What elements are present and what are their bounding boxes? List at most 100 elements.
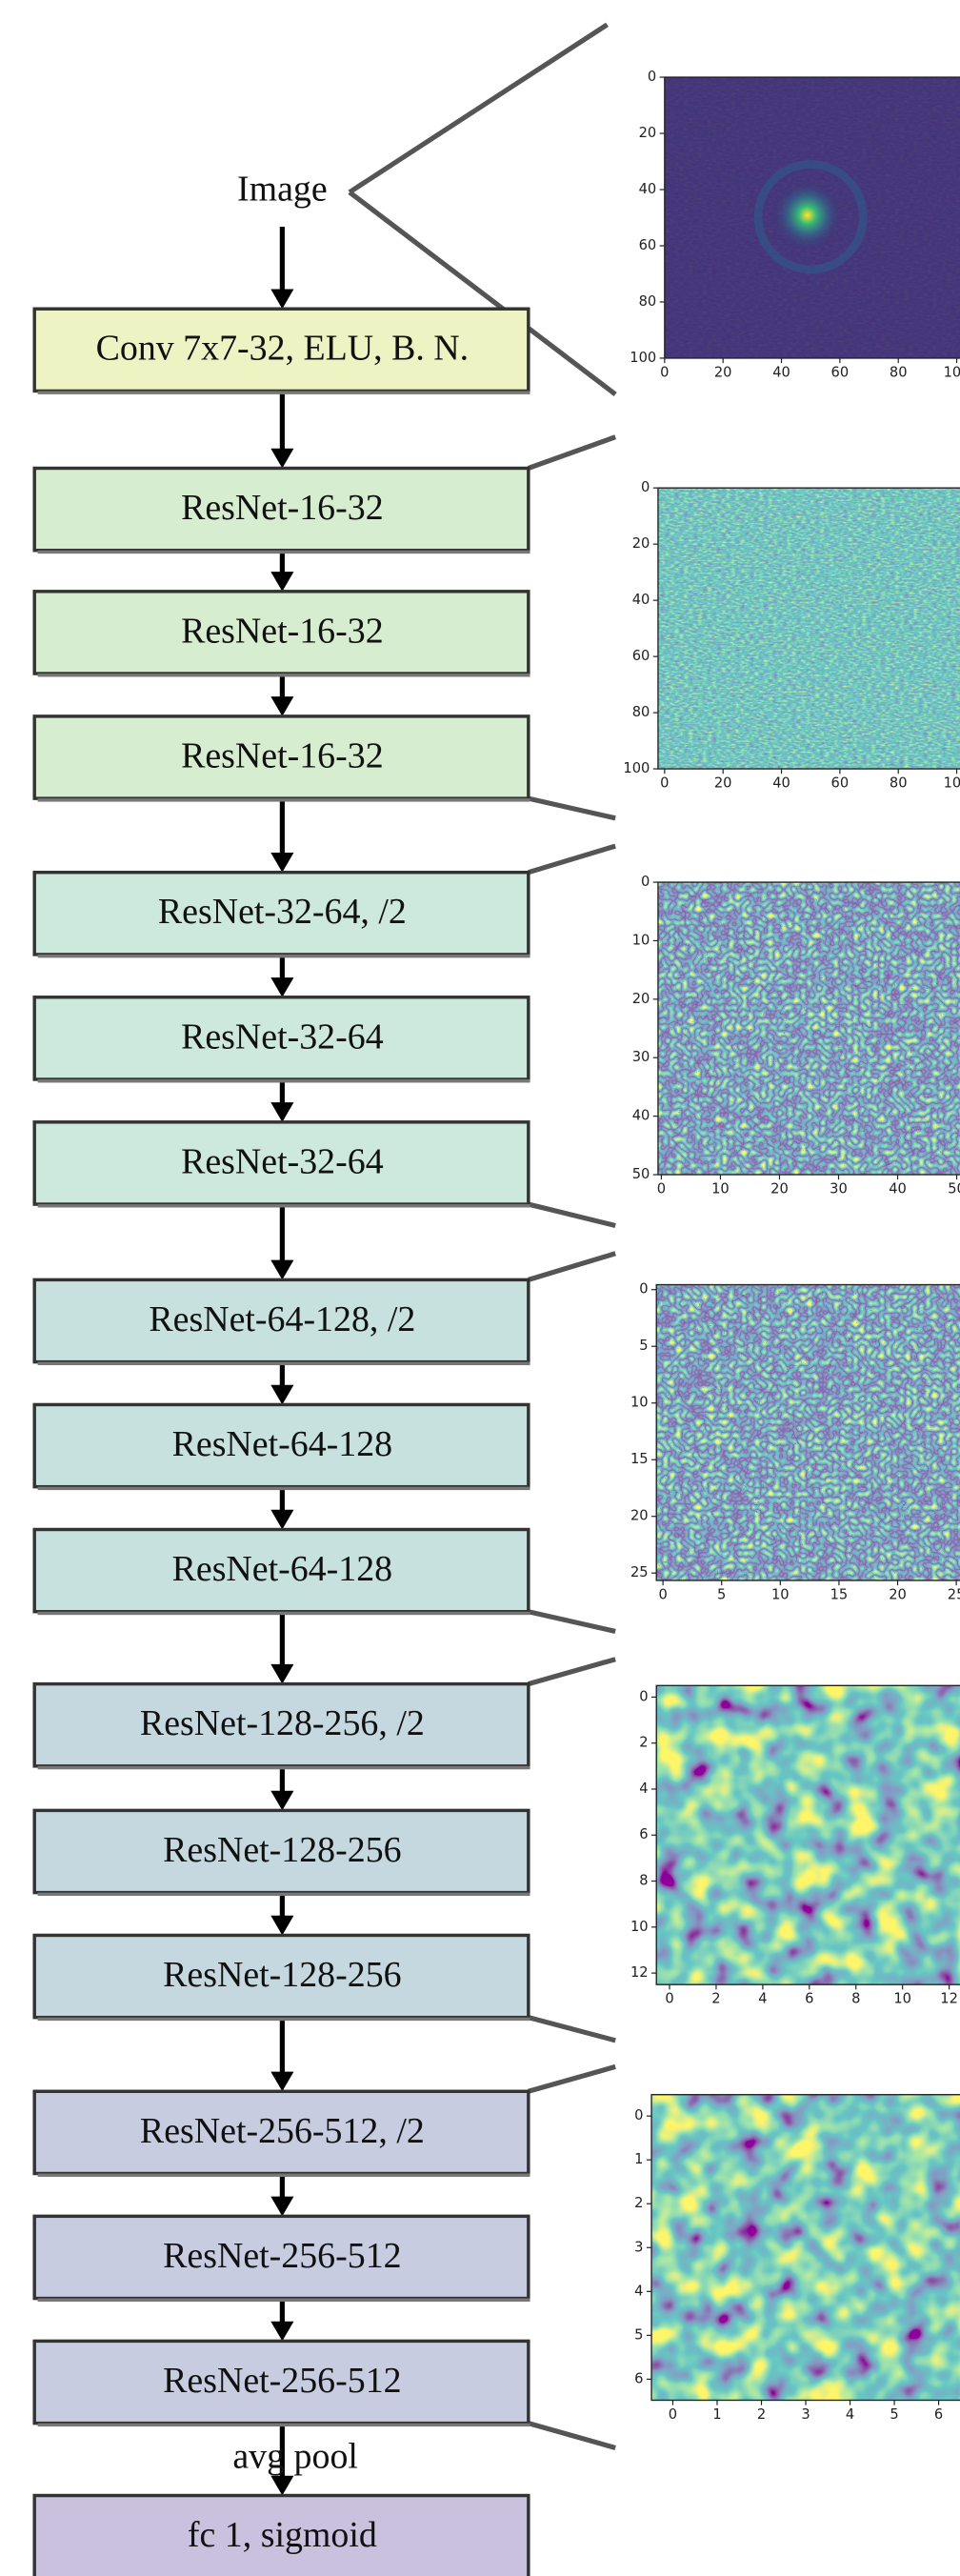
y-tick-label: 15 <box>630 1451 649 1467</box>
block-shadow <box>37 1765 530 1770</box>
y-tick-label: 10 <box>630 1919 649 1935</box>
connector <box>528 1251 616 1282</box>
block-label: ResNet-256-512 <box>163 2361 401 2401</box>
x-tick-label: 1 <box>712 2406 721 2423</box>
x-tick-label: 80 <box>890 364 908 380</box>
x-tick-label: 10 <box>893 1991 911 2007</box>
block-label: ResNet-16-32 <box>181 611 384 651</box>
y-tick-label: 4 <box>634 2283 643 2299</box>
y-tick-label: 8 <box>639 1873 648 1889</box>
block-label: ResNet-32-64 <box>181 1016 384 1057</box>
block <box>32 1402 530 1489</box>
x-tick-label: 20 <box>714 364 732 380</box>
feature-map-frame <box>657 487 960 770</box>
x-tick-label: 4 <box>758 1991 767 2007</box>
block-label: ResNet-128-256 <box>163 1955 401 1995</box>
block-label: ResNet-128-256 <box>163 1830 401 1870</box>
feature-map-image <box>656 1685 960 1985</box>
arrow-head <box>270 572 294 592</box>
feature-map: 020406080100020406080100 <box>623 479 960 792</box>
y-tick-label: 2 <box>634 2195 643 2211</box>
block-shadow <box>37 1486 530 1491</box>
y-tick-label: 4 <box>639 1781 648 1797</box>
y-tick-label: 60 <box>639 237 657 253</box>
x-tick-label: 8 <box>851 1991 860 2007</box>
y-tick-label: 50 <box>632 1166 650 1182</box>
x-tick-label: 10 <box>711 1181 730 1197</box>
block <box>32 307 530 393</box>
y-tick-label: 20 <box>630 1508 649 1524</box>
block <box>32 590 530 675</box>
arrow-head <box>270 2071 294 2092</box>
block-shadow <box>37 391 530 394</box>
block <box>32 714 530 800</box>
block <box>32 996 530 1081</box>
block-label: ResNet-64-128, /2 <box>149 1299 415 1339</box>
y-tick-label: 20 <box>632 991 650 1007</box>
y-tick-label: 60 <box>632 648 650 664</box>
y-tick-label: 20 <box>639 125 657 141</box>
x-tick-label: 0 <box>660 775 669 792</box>
y-tick-label: 10 <box>632 932 650 948</box>
y-tick-label: 80 <box>632 704 650 720</box>
arrow-head <box>270 2321 294 2342</box>
connector <box>528 2063 616 2094</box>
block-shadow <box>37 674 530 677</box>
connector <box>348 190 617 396</box>
y-tick-label: 0 <box>648 69 656 85</box>
feature-map: 0 1 2 3 4 5 6 0 1 2 3 4 5 6 <box>634 2094 960 2423</box>
connector <box>348 22 609 194</box>
block-label: fc 1, sigmoid <box>188 2515 377 2555</box>
x-tick-label: 100 <box>944 364 960 380</box>
block-label: Conv 7x7-32, ELU, B. N. <box>96 329 470 369</box>
y-tick-label: 40 <box>632 1108 650 1124</box>
x-tick-label: 5 <box>717 1586 726 1602</box>
block-shadow <box>37 2173 530 2177</box>
y-tick-label: 6 <box>639 1826 648 1842</box>
arrow-head <box>270 2475 294 2496</box>
y-tick-label: 0 <box>639 1281 648 1298</box>
y-tick-label: 100 <box>623 760 650 776</box>
block <box>32 466 530 553</box>
block-shadow <box>37 1892 530 1897</box>
y-tick-label: 1 <box>634 2151 643 2167</box>
arrow-head <box>270 1915 294 1936</box>
block-label: ResNet-32-64 <box>181 1141 384 1181</box>
arrow-head <box>270 1509 294 1530</box>
block-label: ResNet-256-512, /2 <box>140 2111 425 2151</box>
x-tick-label: 50 <box>948 1181 960 1197</box>
x-tick-label: 6 <box>805 1991 813 2007</box>
x-tick-label: 40 <box>772 364 790 380</box>
connector <box>528 795 616 821</box>
x-tick-label: 25 <box>948 1586 960 1602</box>
x-tick-label: 0 <box>658 1586 667 1602</box>
y-tick-label: 25 <box>630 1564 649 1580</box>
x-tick-label: 3 <box>801 2406 810 2423</box>
x-tick-label: 20 <box>889 1586 907 1602</box>
y-tick-label: 80 <box>639 293 657 310</box>
arrow-head <box>270 289 294 310</box>
y-tick-label: 0 <box>641 874 650 890</box>
x-tick-label: 0 <box>660 364 669 380</box>
block-label: ResNet-16-32 <box>181 735 384 775</box>
feature-map-image <box>651 2094 960 2401</box>
block-shadow <box>37 1204 530 1208</box>
x-tick-label: 60 <box>831 364 850 380</box>
connector <box>528 1201 616 1228</box>
feature-map-frame <box>655 1283 960 1581</box>
connector <box>528 1609 616 1634</box>
x-tick-label: 0 <box>669 2406 677 2423</box>
x-tick-label: 6 <box>934 2406 943 2423</box>
feature-map: 020406080100020406080100 <box>630 69 960 380</box>
arrow-head <box>270 448 294 469</box>
feature-map-image <box>657 488 960 770</box>
block <box>32 1120 530 1206</box>
feature-map: 0 2 4 6 8 10 12 0 2 4 6 8 10 12 <box>630 1684 960 2007</box>
x-tick-label: 15 <box>830 1586 849 1602</box>
block-label: ResNet-32-64, /2 <box>158 892 407 932</box>
x-tick-label: 12 <box>940 1991 958 2007</box>
block-label: ResNet-64-128 <box>172 1549 393 1589</box>
y-tick-label: 2 <box>639 1735 648 1751</box>
x-tick-label: 40 <box>889 1181 907 1197</box>
